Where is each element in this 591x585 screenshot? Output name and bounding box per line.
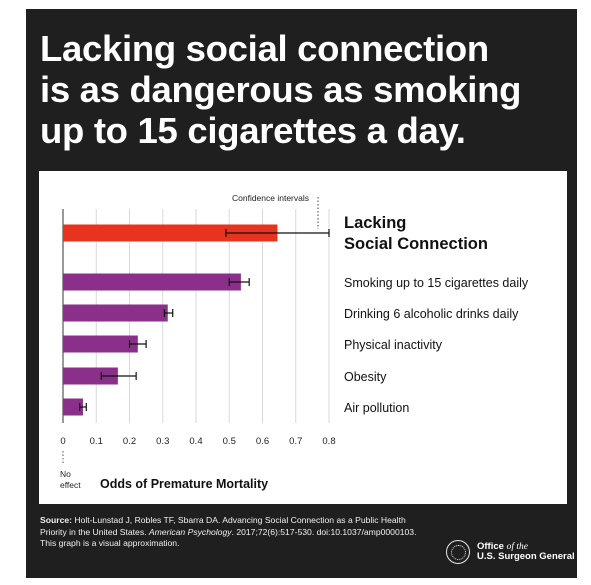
ci-annotation: Confidence intervals: [232, 193, 309, 203]
category-label: Obesity: [344, 370, 387, 384]
bar: [63, 273, 241, 291]
x-tick-label: 0.7: [289, 436, 302, 447]
bar: [63, 398, 83, 416]
x-tick-label: 0.6: [256, 436, 269, 447]
x-tick-label: 0.3: [156, 436, 169, 447]
no-effect-label: No effect: [60, 469, 81, 490]
category-label: Smoking up to 15 cigarettes daily: [344, 276, 529, 290]
bar: [63, 367, 118, 385]
bar-chart: Lacking Social Connection Smoking up to 15…: [60, 193, 529, 491]
org-name: Office of the U.S. Surgeon General: [477, 542, 575, 562]
citation-rest: . 2017;72(6):517-530. doi:10.1037/amp000…: [40, 526, 417, 549]
x-tick-label: 0.1: [90, 436, 103, 447]
bar: [63, 224, 278, 242]
x-tick-label: 0.4: [189, 436, 202, 447]
category-label: Drinking 6 alcoholic drinks daily: [344, 307, 519, 321]
bar: [63, 304, 168, 322]
seal-icon: [446, 540, 470, 564]
x-tick-label: 0.8: [322, 436, 335, 447]
source-note: Source: Holt-Lunstad J, Robles TF, Sbarr…: [40, 515, 430, 550]
category-label: Lacking Social Connection: [344, 214, 488, 253]
source-label: Source:: [40, 515, 72, 525]
x-tick-label: 0.2: [123, 436, 136, 447]
x-axis-title: Odds of Premature Mortality: [100, 477, 268, 491]
x-tick-label: 0.5: [223, 436, 236, 447]
category-label: Air pollution: [344, 401, 409, 415]
headline-line-2: is as dangerous as smoking: [40, 69, 522, 110]
bar: [63, 335, 138, 353]
org-office: Office: [477, 541, 504, 552]
org-ofthe: of the: [506, 542, 528, 552]
headline-line-3: up to 15 cigarettes a day.: [40, 110, 466, 151]
headline-line-1: Lacking social connection: [40, 28, 489, 69]
seal-inner: [451, 545, 466, 560]
chart-card: Lacking Social Connection Smoking up to 15…: [39, 171, 567, 504]
org-title: U.S. Surgeon General: [477, 551, 575, 562]
journal-name: American Psychology: [148, 526, 232, 537]
headline: Lacking social connection is as dangerou…: [40, 28, 560, 151]
source-text: Holt-Lunstad J, Robles TF, Sbarra DA. Ad…: [40, 515, 406, 537]
category-label: Physical inactivity: [344, 338, 443, 352]
x-tick-label: 0: [60, 436, 65, 447]
